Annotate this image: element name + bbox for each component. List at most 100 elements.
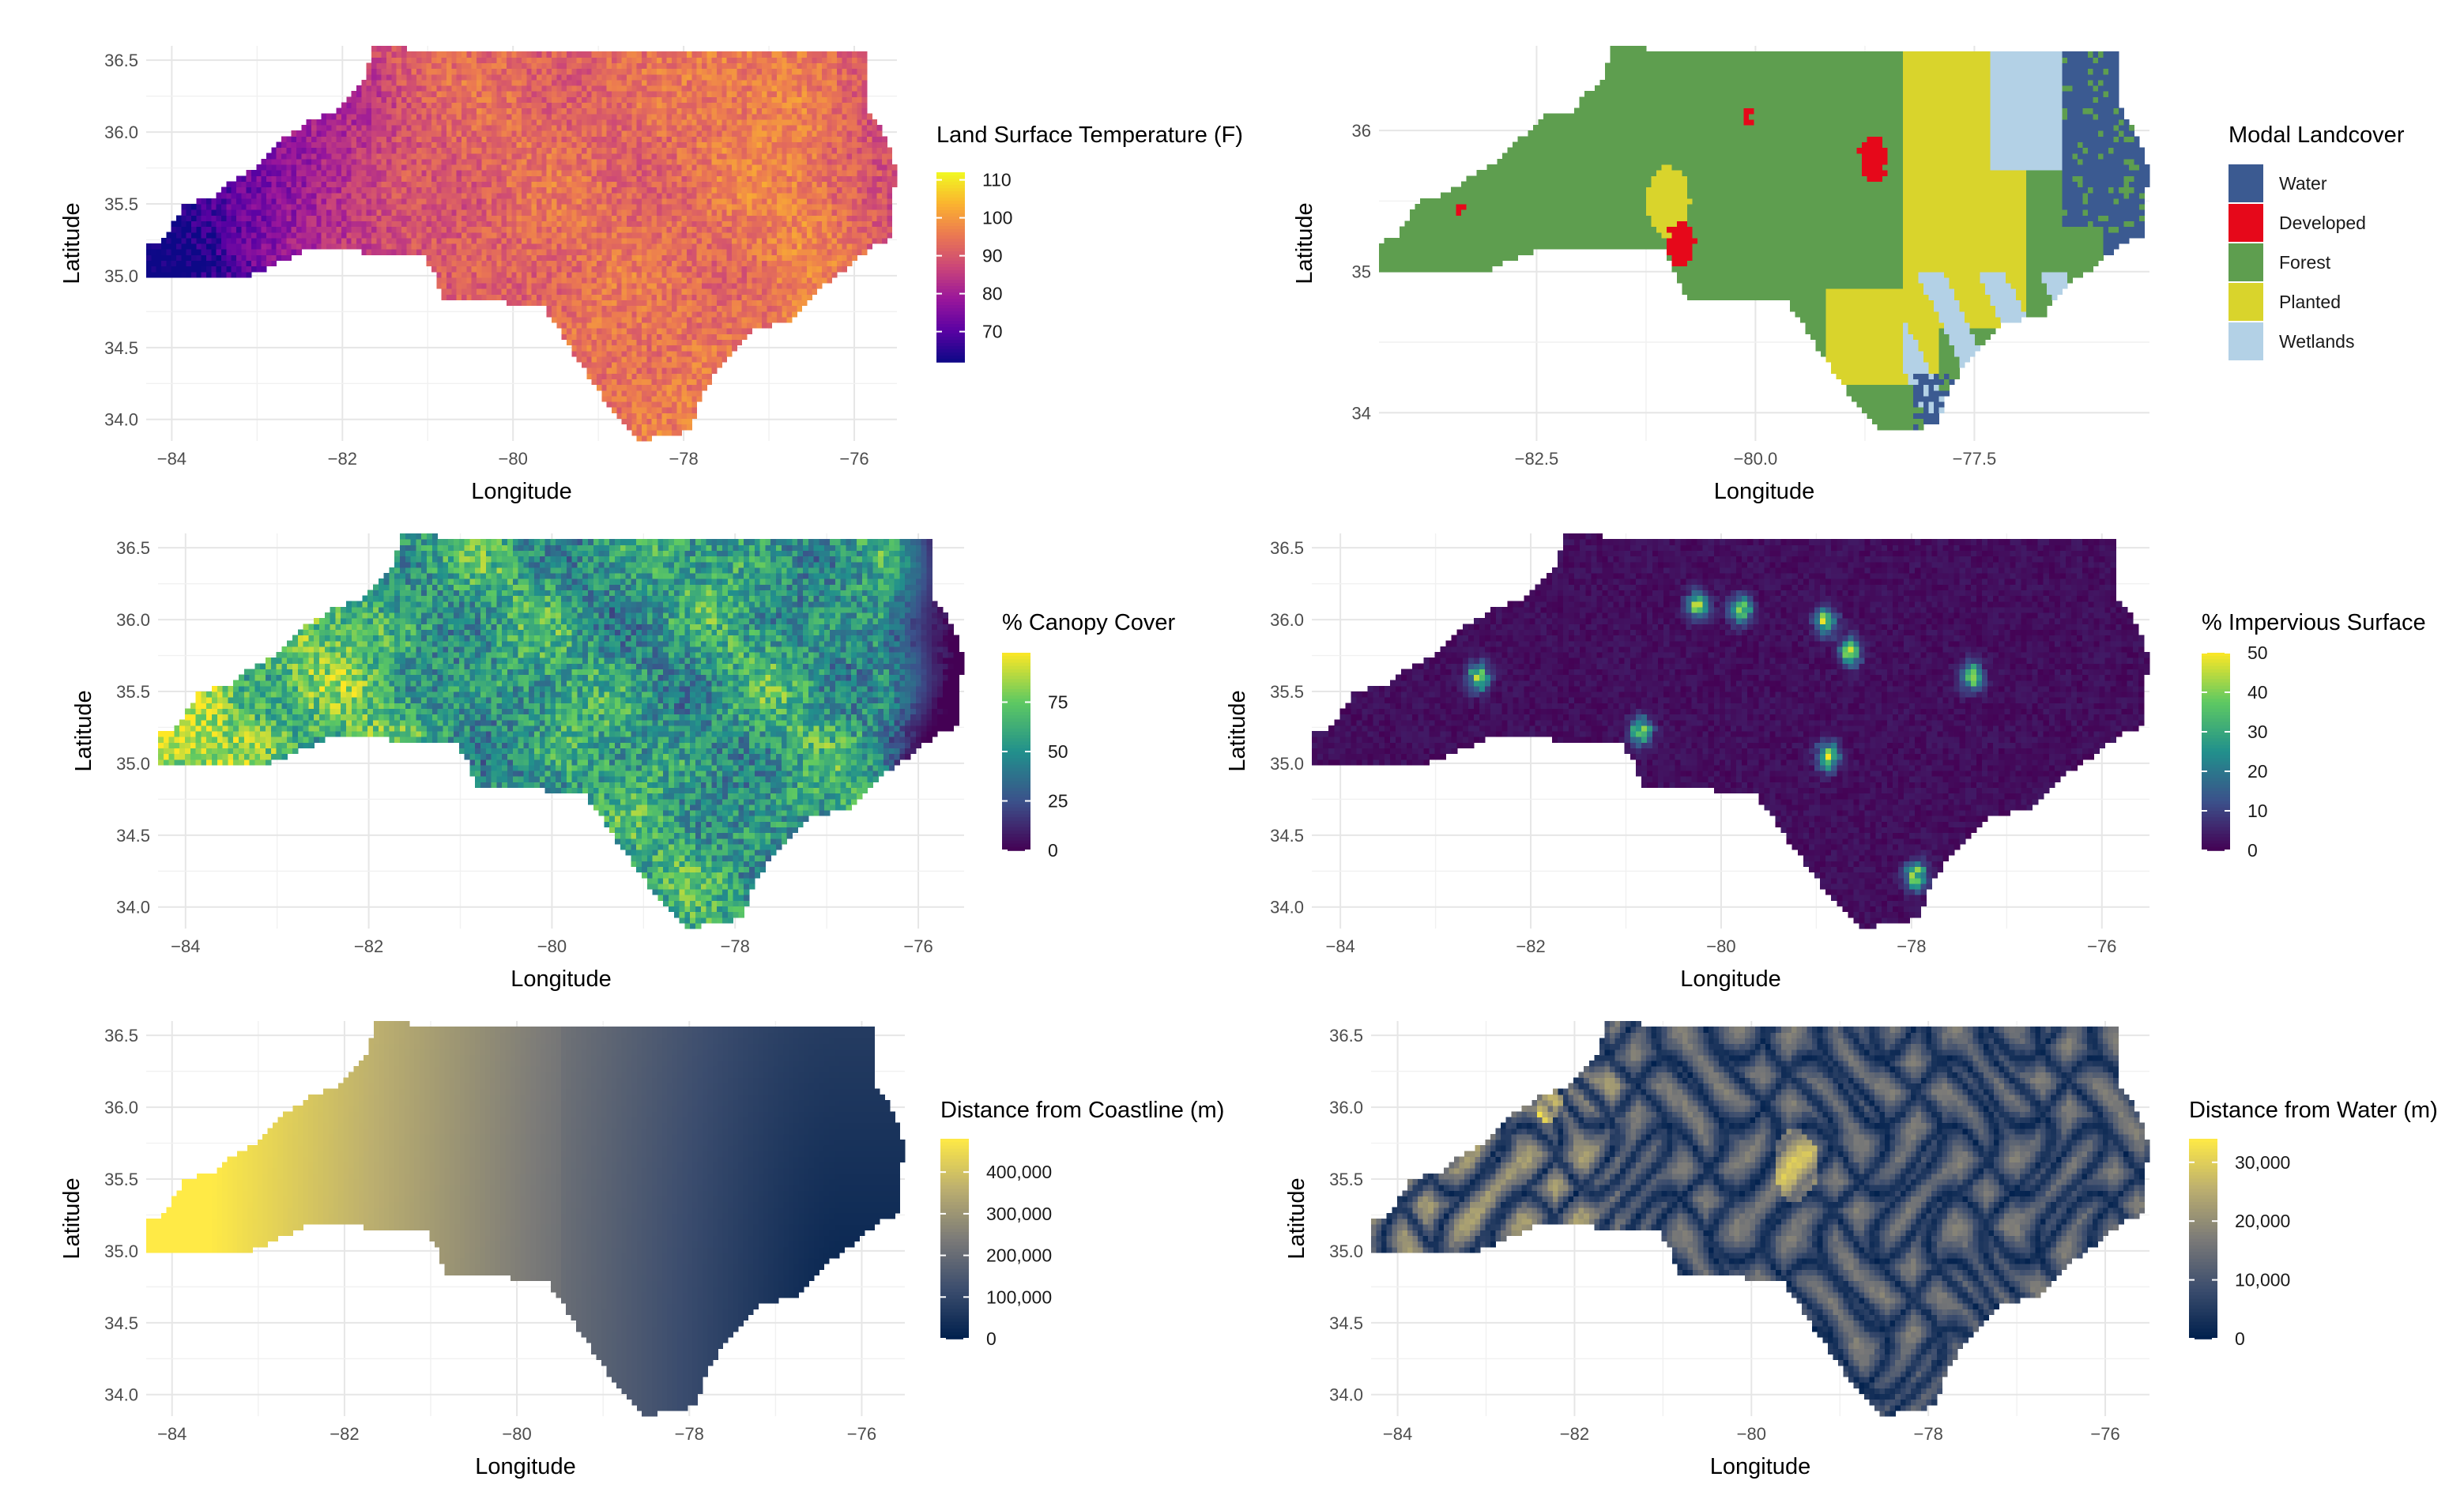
raster-cell <box>637 311 642 318</box>
raster-cell <box>622 362 627 368</box>
raster-cell <box>812 283 817 289</box>
raster-cell <box>451 277 457 284</box>
raster-cell <box>571 272 577 278</box>
raster-cell <box>567 277 572 284</box>
raster-cell <box>601 294 607 300</box>
raster-cell <box>601 300 607 306</box>
raster-cell <box>721 351 727 357</box>
raster-cell <box>767 283 772 289</box>
raster-cell <box>661 322 667 329</box>
raster-cell <box>697 333 703 340</box>
raster-cell <box>702 367 707 374</box>
raster-cell <box>772 317 778 323</box>
raster-cell <box>582 322 587 329</box>
raster-cell <box>601 339 607 345</box>
raster-cell <box>507 288 512 295</box>
raster-cell <box>541 294 547 300</box>
raster-cell <box>631 367 637 374</box>
raster-cell <box>637 277 642 284</box>
raster-cell <box>601 317 607 323</box>
raster-cell <box>612 379 617 385</box>
raster-cell <box>622 317 627 323</box>
raster-cell <box>732 300 737 306</box>
raster-cell <box>547 272 552 278</box>
raster-cell <box>556 277 562 284</box>
raster-cell <box>601 283 607 289</box>
raster-cell <box>241 272 247 278</box>
raster-cell <box>712 362 718 368</box>
raster-cell <box>672 351 677 357</box>
raster-cell <box>667 401 673 408</box>
raster-cell <box>757 300 763 306</box>
raster-cell <box>742 300 748 306</box>
raster-cell <box>642 356 647 363</box>
raster-cell <box>642 418 647 424</box>
raster-cell <box>737 333 742 340</box>
raster-cell <box>526 300 532 306</box>
raster-cell <box>687 317 692 323</box>
raster-cell <box>562 317 567 323</box>
raster-cell <box>601 328 607 334</box>
raster-cell <box>661 351 667 357</box>
raster-cell <box>691 288 697 295</box>
raster-cell <box>721 317 727 323</box>
raster-cell <box>687 390 692 397</box>
raster-cell <box>637 418 642 424</box>
raster-cell <box>727 322 733 329</box>
raster-cell <box>547 294 552 300</box>
raster-cell <box>712 339 718 345</box>
raster-cell <box>562 311 567 318</box>
raster-cell <box>652 362 657 368</box>
raster-cell <box>637 362 642 368</box>
raster-cell <box>597 306 602 312</box>
raster-cell <box>622 396 627 402</box>
raster-cell <box>652 294 657 300</box>
raster-cell <box>712 367 718 374</box>
raster-cell <box>667 362 673 368</box>
raster-cell <box>706 288 712 295</box>
raster-cell <box>702 272 707 278</box>
raster-cell <box>661 306 667 312</box>
raster-cell <box>777 317 782 323</box>
raster-cell <box>646 435 652 442</box>
raster-cell <box>697 362 703 368</box>
raster-cell <box>612 367 617 374</box>
raster-cell <box>622 356 627 363</box>
raster-cell <box>657 407 662 413</box>
raster-cell <box>737 288 742 295</box>
raster-cell <box>562 277 567 284</box>
raster-cell <box>667 328 673 334</box>
raster-cell <box>556 317 562 323</box>
raster-cell <box>522 283 527 289</box>
raster-cell <box>442 272 447 278</box>
raster-cell <box>492 294 497 300</box>
raster-cell <box>567 339 572 345</box>
raster-cell <box>622 311 627 318</box>
raster-cell <box>772 277 778 284</box>
raster-cell <box>492 277 497 284</box>
raster-cell <box>607 333 612 340</box>
raster-cell <box>797 277 802 284</box>
raster-cell <box>676 367 682 374</box>
raster-cell <box>691 283 697 289</box>
raster-cell <box>667 367 673 374</box>
panel-temperature: −84 −82 −80 −78 −7634.034.535.035.536.036.5L… <box>59 46 1243 504</box>
raster-cell <box>747 283 752 289</box>
raster-cell <box>622 288 627 295</box>
raster-cell <box>637 396 642 402</box>
raster-cell <box>777 294 782 300</box>
raster-cell <box>571 277 577 284</box>
raster-cell <box>451 283 457 289</box>
raster-cell <box>772 300 778 306</box>
raster-cell <box>607 277 612 284</box>
raster-cell <box>191 272 197 278</box>
raster-cell <box>601 373 607 379</box>
raster-cell <box>732 283 737 289</box>
raster-cell <box>652 379 657 385</box>
raster-cell <box>737 272 742 278</box>
raster-cell <box>737 339 742 345</box>
raster-cell <box>631 306 637 312</box>
raster-cell <box>612 339 617 345</box>
raster-cell <box>657 373 662 379</box>
raster-cell <box>772 294 778 300</box>
